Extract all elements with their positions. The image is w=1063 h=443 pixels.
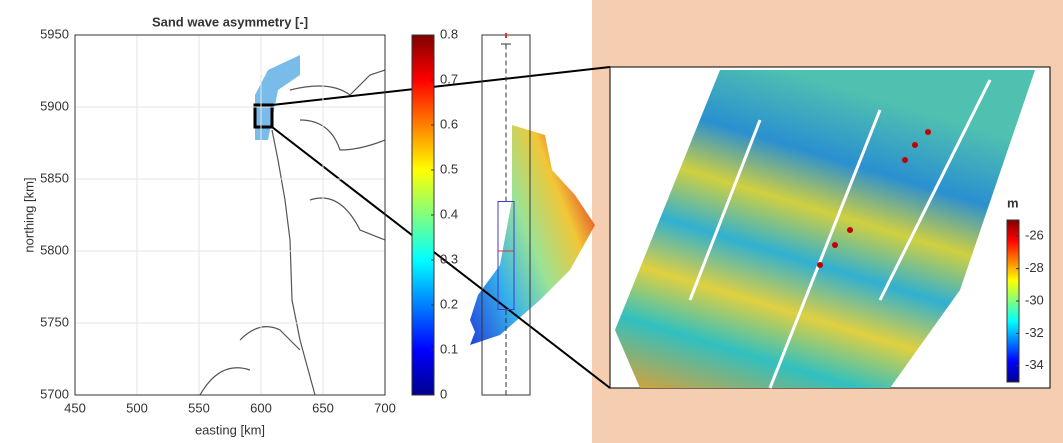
colorbar-tick-label: 0.7 bbox=[440, 71, 458, 86]
zoom-line bbox=[271, 66, 611, 106]
colorbar-tick-label: 0.2 bbox=[440, 296, 458, 311]
y-tick-label: 5750 bbox=[40, 314, 69, 329]
y-tick-label: 5950 bbox=[40, 26, 69, 41]
colorbar bbox=[411, 34, 435, 396]
colorbar-tick-label: 0.1 bbox=[440, 341, 458, 356]
data-gaps bbox=[688, 79, 992, 389]
colorbar-label: m bbox=[1007, 195, 1019, 210]
colorbar-tick-label: 0.4 bbox=[440, 206, 458, 221]
colorbar-tick-label: -34 bbox=[1025, 357, 1044, 372]
y-tick-label: 5700 bbox=[40, 386, 69, 401]
y-tick-label: 5800 bbox=[40, 242, 69, 257]
y-tick-label: 5900 bbox=[40, 98, 69, 113]
colorbar-tick-label: -30 bbox=[1025, 292, 1044, 307]
colorbar-tick-label: -32 bbox=[1025, 325, 1044, 340]
x-tick-label: 700 bbox=[374, 400, 396, 415]
colorbar-tick-label: -26 bbox=[1025, 228, 1044, 243]
x-tick-label: 450 bbox=[64, 400, 86, 415]
y-tick-label: 5850 bbox=[40, 170, 69, 185]
chart-title: Sand wave asymmetry [-] bbox=[152, 14, 308, 29]
coastline bbox=[199, 69, 386, 396]
zoom-line bbox=[271, 126, 611, 389]
axes-frame bbox=[74, 34, 386, 396]
x-axis-label: easting [km] bbox=[195, 422, 265, 437]
sand-wave-data-region bbox=[255, 55, 300, 140]
colorbar-tick-label: -28 bbox=[1025, 260, 1044, 275]
colorbar-tick-label: 0.8 bbox=[440, 26, 458, 41]
colorbar-tick-label: 0.3 bbox=[440, 251, 458, 266]
x-tick-label: 600 bbox=[250, 400, 272, 415]
x-tick-label: 500 bbox=[126, 400, 148, 415]
x-tick-label: 650 bbox=[312, 400, 334, 415]
colorbar-tick-label: 0.6 bbox=[440, 116, 458, 131]
zoom-box bbox=[253, 103, 274, 129]
crest-markers bbox=[817, 129, 931, 268]
colorbar-tick-label: 0.5 bbox=[440, 161, 458, 176]
colorbar-tick-label: 0 bbox=[440, 386, 447, 401]
y-axis-label: northing [km] bbox=[21, 177, 36, 252]
x-tick-label: 550 bbox=[188, 400, 210, 415]
sand-wave-data-region bbox=[470, 125, 595, 345]
box bbox=[497, 201, 515, 310]
bathymetry-image bbox=[615, 70, 1035, 388]
